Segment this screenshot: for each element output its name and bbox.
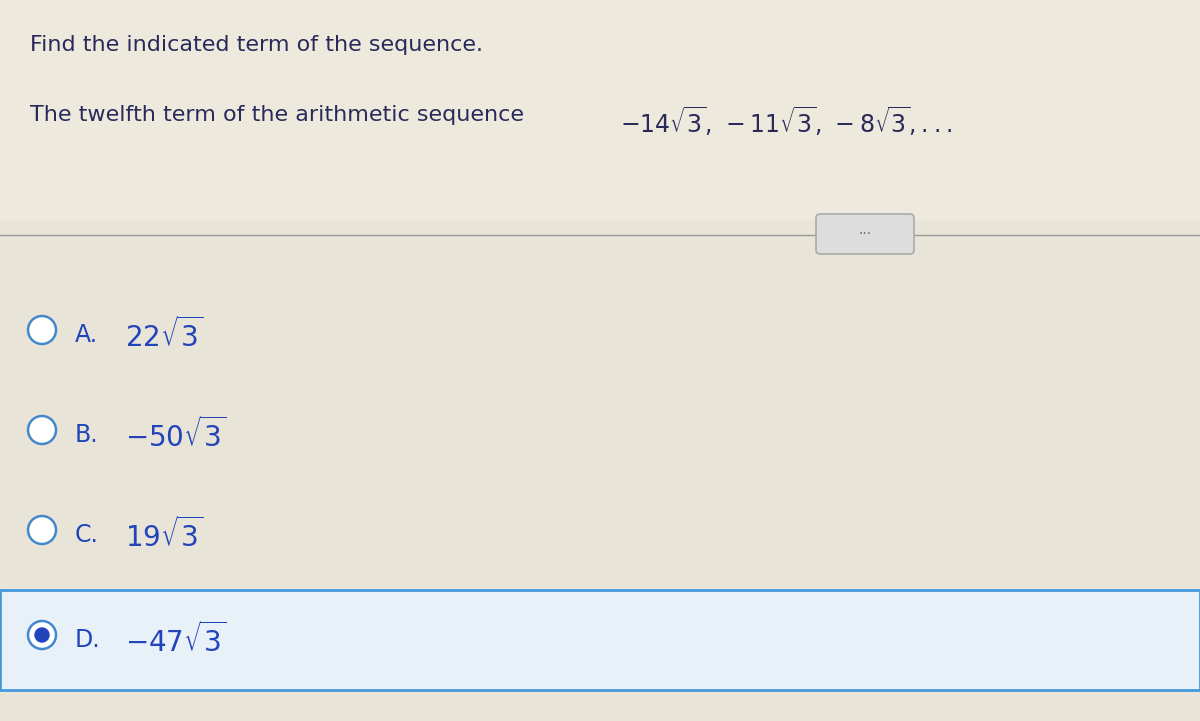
Text: A.: A. (74, 323, 98, 347)
Text: $-50\sqrt{3}$: $-50\sqrt{3}$ (125, 417, 227, 453)
Text: Find the indicated term of the sequence.: Find the indicated term of the sequence. (30, 35, 482, 55)
Circle shape (28, 516, 56, 544)
Circle shape (35, 627, 49, 642)
Circle shape (28, 621, 56, 649)
Text: ···: ··· (858, 227, 871, 241)
Text: B.: B. (74, 423, 98, 447)
FancyBboxPatch shape (816, 214, 914, 254)
Text: C.: C. (74, 523, 98, 547)
Text: $-14\sqrt{3},\,-11\sqrt{3},\,-8\sqrt{3},...$: $-14\sqrt{3},\,-11\sqrt{3},\,-8\sqrt{3},… (620, 105, 952, 138)
Text: $-47\sqrt{3}$: $-47\sqrt{3}$ (125, 622, 227, 658)
Text: $19\sqrt{3}$: $19\sqrt{3}$ (125, 517, 203, 553)
Circle shape (28, 316, 56, 344)
FancyBboxPatch shape (0, 590, 1200, 690)
Text: The twelfth term of the arithmetic sequence: The twelfth term of the arithmetic seque… (30, 105, 524, 125)
Text: $22\sqrt{3}$: $22\sqrt{3}$ (125, 317, 203, 353)
Circle shape (28, 416, 56, 444)
FancyBboxPatch shape (0, 0, 1200, 220)
Text: D.: D. (74, 628, 101, 652)
